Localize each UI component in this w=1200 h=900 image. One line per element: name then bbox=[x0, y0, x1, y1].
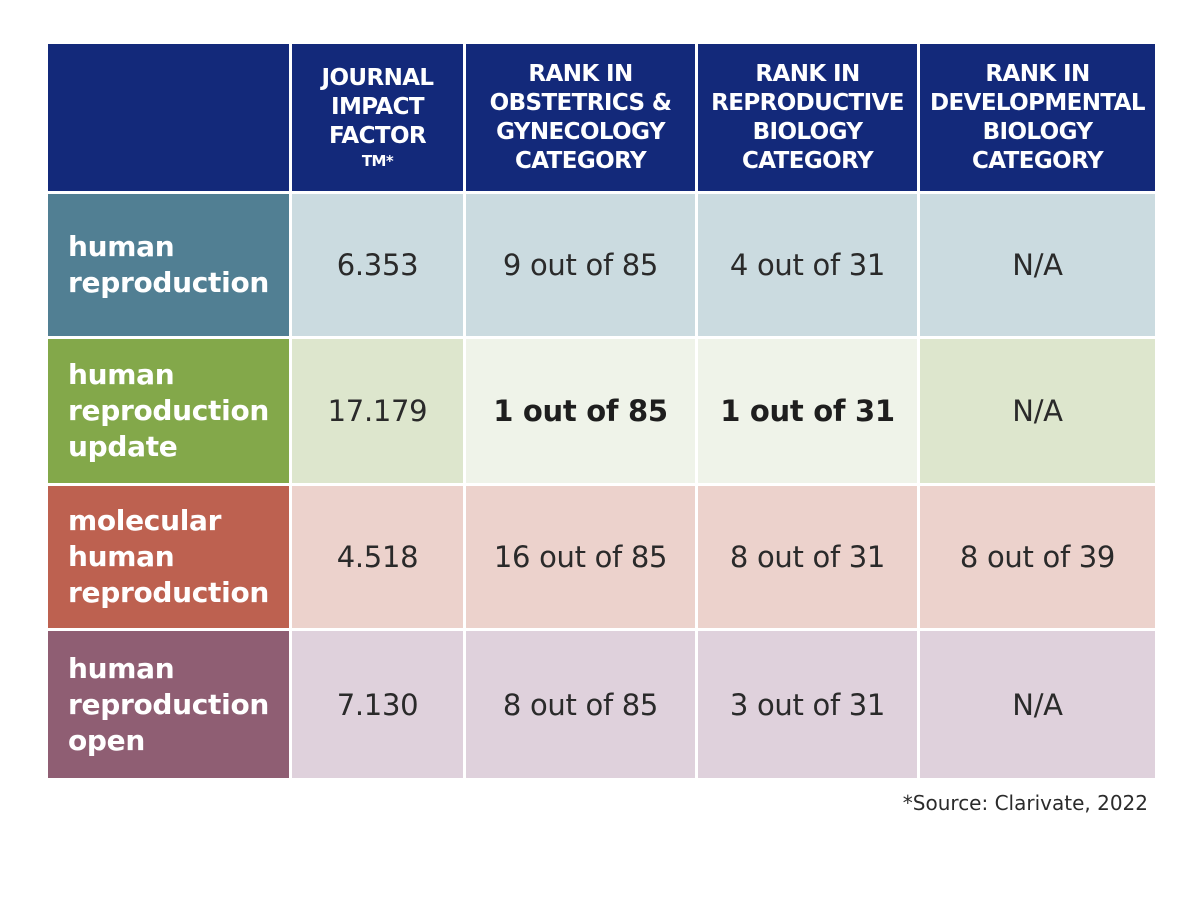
table-cell: 16 out of 85 bbox=[466, 486, 695, 628]
row-label-human-reproduction: human reproduction bbox=[48, 194, 289, 336]
header-rank-obgyn: RANK IN OBSTETRICS & GYNECOLOGY CATEGORY bbox=[466, 44, 695, 191]
table-cell: 17.179 bbox=[292, 339, 463, 483]
row-label-text: human reproduction update bbox=[68, 358, 270, 463]
header-rank-reproductive-biology: RANK IN REPRODUCTIVE BIOLOGY CATEGORY bbox=[698, 44, 917, 191]
header-rank-obgyn-label: RANK IN OBSTETRICS & GYNECOLOGY CATEGORY bbox=[489, 60, 672, 174]
header-rank-developmental-biology-label: RANK IN DEVELOPMENTAL BIOLOGY CATEGORY bbox=[930, 60, 1146, 174]
row-label-text: human reproduction open bbox=[68, 651, 270, 757]
table-cell: 4.518 bbox=[292, 486, 463, 628]
header-impact-factor: JOURNAL IMPACT FACTOR TM* bbox=[292, 44, 463, 191]
table-cell: 9 out of 85 bbox=[466, 194, 695, 336]
header-rank-developmental-biology: RANK IN DEVELOPMENTAL BIOLOGY CATEGORY bbox=[920, 44, 1155, 191]
journal-ranking-table: JOURNAL IMPACT FACTOR TM* RANK IN OBSTET… bbox=[48, 44, 1155, 778]
table-cell: 4 out of 31 bbox=[698, 194, 917, 336]
header-rank-reproductive-biology-label: RANK IN REPRODUCTIVE BIOLOGY CATEGORY bbox=[711, 60, 904, 174]
table-cell: 8 out of 31 bbox=[698, 486, 917, 628]
table-cell: N/A bbox=[920, 631, 1155, 778]
row-label-text: molecular human reproduction bbox=[68, 504, 270, 609]
table-cell: 8 out of 85 bbox=[466, 631, 695, 778]
source-footnote: *Source: Clarivate, 2022 bbox=[902, 791, 1148, 815]
table-cell: 1 out of 85 bbox=[466, 339, 695, 483]
table-cell: 8 out of 39 bbox=[920, 486, 1155, 628]
row-label-molecular-human-reproduction: molecular human reproduction bbox=[48, 486, 289, 628]
row-label-human-reproduction-update: human reproduction update bbox=[48, 339, 289, 483]
header-corner bbox=[48, 44, 289, 191]
header-impact-factor-suffix: TM* bbox=[361, 152, 394, 170]
table-cell: 1 out of 31 bbox=[698, 339, 917, 483]
table-cell: 6.353 bbox=[292, 194, 463, 336]
row-label-text: human reproduction bbox=[68, 230, 270, 299]
header-impact-factor-label: JOURNAL IMPACT FACTOR bbox=[321, 65, 434, 149]
table-cell: N/A bbox=[920, 339, 1155, 483]
row-label-human-reproduction-open: human reproduction open bbox=[48, 631, 289, 778]
table-cell: 7.130 bbox=[292, 631, 463, 778]
table-cell: N/A bbox=[920, 194, 1155, 336]
table-cell: 3 out of 31 bbox=[698, 631, 917, 778]
